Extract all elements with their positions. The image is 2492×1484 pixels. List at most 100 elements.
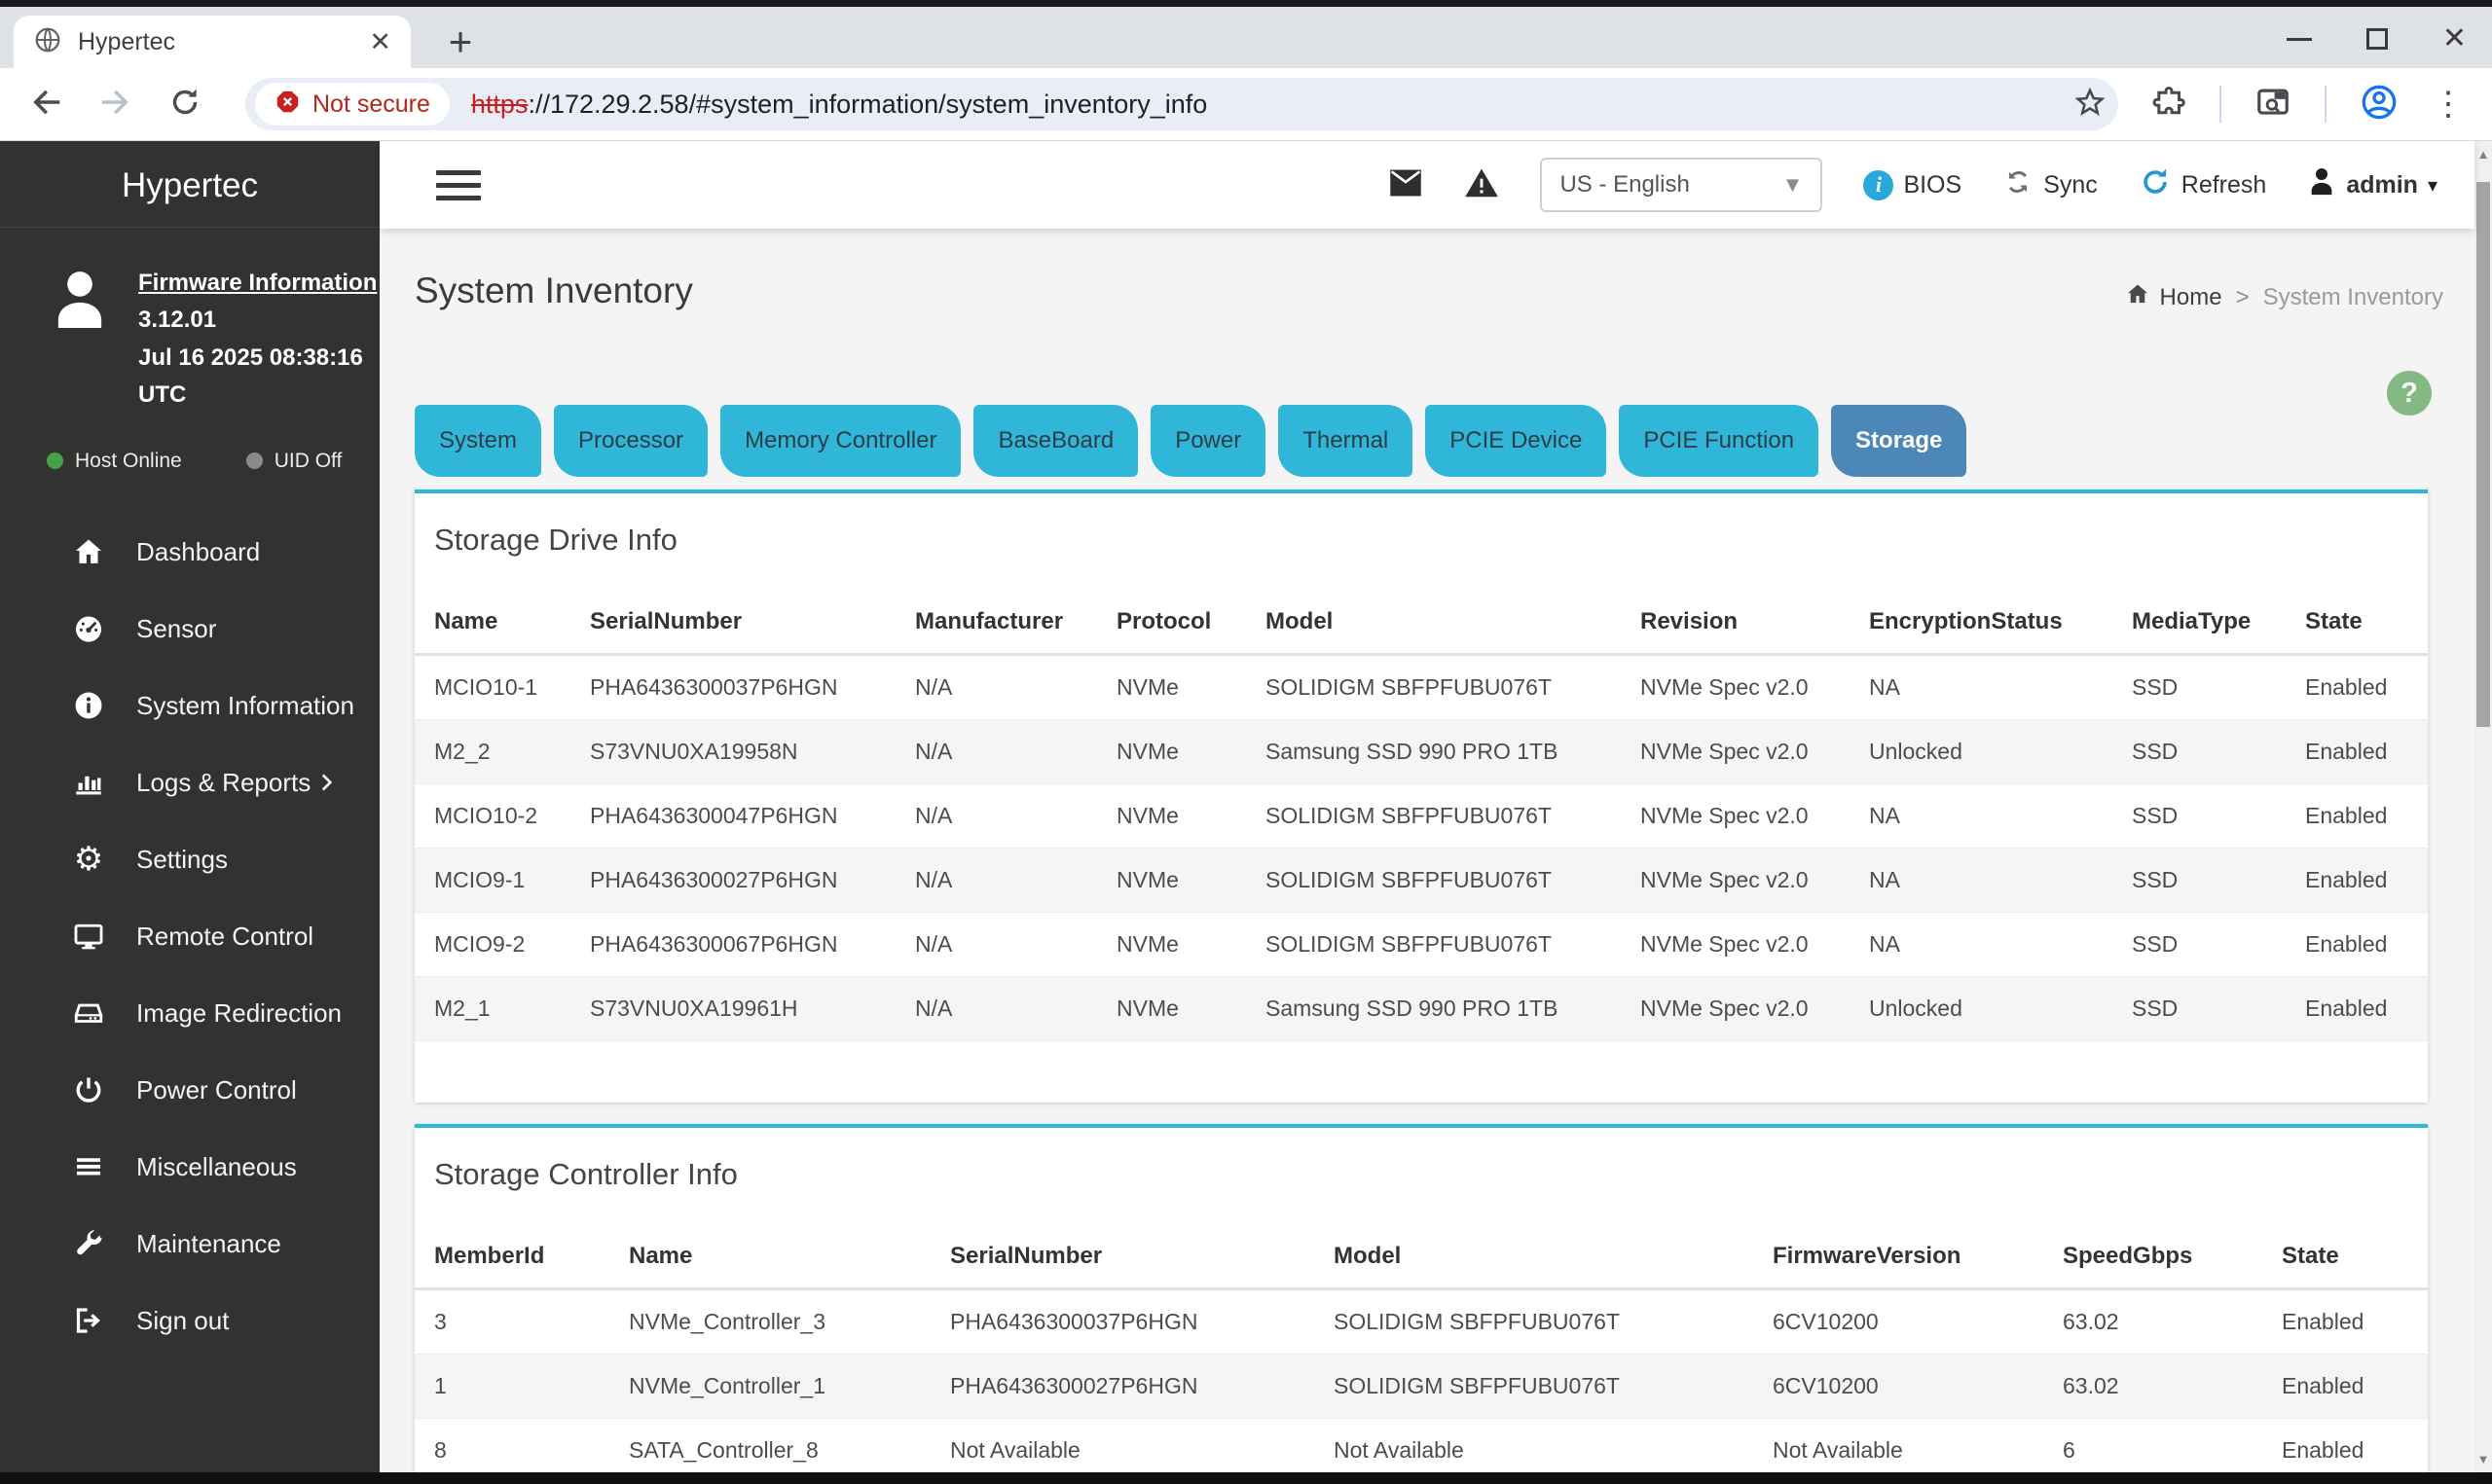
user-icon [2307, 165, 2336, 205]
sign-out-icon [66, 1304, 111, 1337]
window-minimize-button[interactable] [2286, 37, 2312, 41]
firmware-information-link[interactable]: Firmware Information [138, 270, 378, 296]
breadcrumb: Home > System Inventory [2125, 281, 2443, 313]
envelope-icon[interactable] [1388, 168, 1423, 202]
tab-pcie-device[interactable]: PCIE Device [1425, 405, 1607, 477]
table-row: MCIO10-2 PHA6436300047P6HGN N/A NVMe SOL… [415, 784, 2428, 849]
toolbar-separator [2325, 86, 2327, 123]
tab-memory-controller[interactable]: Memory Controller [720, 405, 962, 477]
not-secure-chip[interactable]: Not secure [255, 83, 450, 126]
breadcrumb-home[interactable]: Home [2125, 281, 2222, 313]
table-row: MCIO9-1 PHA6436300027P6HGN N/A NVMe SOLI… [415, 849, 2428, 913]
section-title-controller: Storage Controller Info [434, 1157, 738, 1191]
app-topbar: US - English ▼ i BIOS Sync [380, 141, 2474, 229]
tab-system[interactable]: System [415, 405, 542, 477]
bios-button[interactable]: i BIOS [1863, 169, 1961, 200]
hdd-icon [66, 996, 111, 1030]
back-icon[interactable] [27, 84, 64, 126]
gear-icon: ⚙ [73, 841, 104, 879]
danger-icon [275, 89, 301, 120]
warning-icon[interactable] [1464, 167, 1499, 203]
table-row: MCIO10-1 PHA6436300037P6HGN N/A NVMe SOL… [415, 656, 2428, 720]
firmware-version: 3.12.01 [138, 307, 217, 334]
language-select[interactable]: US - English ▼ [1540, 158, 1823, 212]
extensions-icon[interactable] [2151, 85, 2186, 125]
browser-tab-title: Hypertec [78, 27, 176, 55]
bars-icon [66, 1150, 111, 1183]
sidebar-item-remote-control[interactable]: Remote Control [0, 898, 380, 975]
tab-storage[interactable]: Storage [1831, 405, 1967, 477]
sidebar-menu: Dashboard Sensor System Information Logs… [0, 514, 380, 1359]
browser-tab[interactable]: Hypertec ✕ [14, 16, 411, 68]
scroll-down-icon[interactable]: ▼ [2476, 1452, 2490, 1466]
uid-off-dot [245, 452, 263, 469]
breadcrumb-separator: > [2235, 283, 2250, 310]
sidebar-item-maintenance[interactable]: Maintenance [0, 1206, 380, 1283]
table-row: 1 NVMe_Controller_1 PHA6436300027P6HGN S… [415, 1355, 2428, 1419]
forward-icon[interactable] [97, 84, 134, 126]
tab-processor[interactable]: Processor [554, 405, 709, 477]
sidebar-item-sensor[interactable]: Sensor [0, 591, 380, 668]
bios-info-icon: i [1863, 169, 1894, 200]
refresh-button[interactable]: Refresh [2139, 165, 2266, 205]
table-row: M2_1 S73VNU0XA19961H N/A NVMe Samsung SS… [415, 977, 2428, 1041]
tab-thermal[interactable]: Thermal [1278, 405, 1413, 477]
controller-table-header: MemberId Name SerialNumber Model Firmwar… [415, 1192, 2428, 1290]
sidebar-item-dashboard[interactable]: Dashboard [0, 514, 380, 591]
sidebar-item-settings[interactable]: ⚙ Settings [0, 821, 380, 898]
window-close-button[interactable]: ✕ [2441, 22, 2467, 54]
hamburger-menu-icon[interactable] [436, 169, 481, 200]
scroll-up-icon[interactable]: ▲ [2476, 147, 2490, 162]
table-row: 8 SATA_Controller_8 Not Available Not Av… [415, 1419, 2428, 1472]
favicon-globe-icon [33, 25, 62, 59]
page-title: System Inventory [415, 271, 693, 310]
new-tab-button[interactable]: + [448, 18, 473, 64]
sidebar-item-power-control[interactable]: Power Control [0, 1052, 380, 1129]
monitor-icon [66, 920, 111, 953]
side-search-icon[interactable] [2254, 84, 2291, 126]
help-button[interactable]: ? [2387, 371, 2432, 416]
sync-button[interactable]: Sync [2002, 166, 2098, 204]
sidebar-item-logs-reports[interactable]: Logs & Reports [0, 744, 380, 821]
tab-close-icon[interactable]: ✕ [369, 26, 391, 56]
admin-menu[interactable]: admin ▾ [2307, 165, 2437, 205]
gauge-icon [66, 612, 111, 645]
host-online-dot [47, 452, 63, 469]
breadcrumb-current: System Inventory [2262, 283, 2443, 310]
browser-toolbar: Not secure https://172.29.2.58/#system_i… [0, 68, 2492, 141]
not-secure-label: Not secure [312, 90, 430, 118]
page-scrollbar[interactable]: ▲ ▼ [2474, 141, 2492, 1472]
firmware-date: Jul 16 2025 08:38:16 UTC [138, 344, 363, 409]
browser-profile-icon[interactable] [2360, 83, 2399, 127]
table-row: 3 NVMe_Controller_3 PHA6436300037P6HGN S… [415, 1290, 2428, 1355]
avatar [49, 265, 111, 342]
browser-menu-icon[interactable]: ⋮ [2432, 86, 2465, 123]
sidebar-item-miscellaneous[interactable]: Miscellaneous [0, 1129, 380, 1206]
storage-controller-info-panel: Storage Controller Info MemberId Name Se… [415, 1124, 2428, 1472]
inventory-tabs: System Processor Memory Controller BaseB… [415, 405, 2474, 477]
power-icon [66, 1073, 111, 1106]
address-bar[interactable]: Not secure https://172.29.2.58/#system_i… [245, 78, 2118, 130]
brand-title: Hypertec [0, 141, 380, 228]
tab-pcie-function[interactable]: PCIE Function [1619, 405, 1819, 477]
breadcrumb-home-icon [2125, 281, 2150, 313]
section-title-drive: Storage Drive Info [434, 523, 678, 557]
bookmark-star-icon[interactable] [2073, 86, 2107, 124]
tab-power[interactable]: Power [1151, 405, 1266, 477]
home-icon [66, 535, 111, 568]
tab-baseboard[interactable]: BaseBoard [973, 405, 1139, 477]
sidebar-item-sign-out[interactable]: Sign out [0, 1283, 380, 1359]
bar-chart-icon [66, 766, 111, 799]
sidebar-item-image-redirection[interactable]: Image Redirection [0, 975, 380, 1052]
url-text[interactable]: https://172.29.2.58/#system_information/… [471, 90, 2052, 120]
reload-icon[interactable] [167, 85, 202, 125]
select-caret-icon: ▼ [1781, 172, 1804, 197]
language-value: US - English [1559, 171, 1690, 198]
app-viewport: Hypertec Firmware Information 3.12.01 Ju… [0, 141, 2492, 1472]
scrollbar-thumb[interactable] [2476, 182, 2490, 727]
sidebar: Hypertec Firmware Information 3.12.01 Ju… [0, 141, 380, 1472]
table-row: M2_2 S73VNU0XA19958N N/A NVMe Samsung SS… [415, 720, 2428, 784]
sidebar-item-system-information[interactable]: System Information [0, 668, 380, 744]
window-maximize-button[interactable] [2365, 28, 2388, 50]
